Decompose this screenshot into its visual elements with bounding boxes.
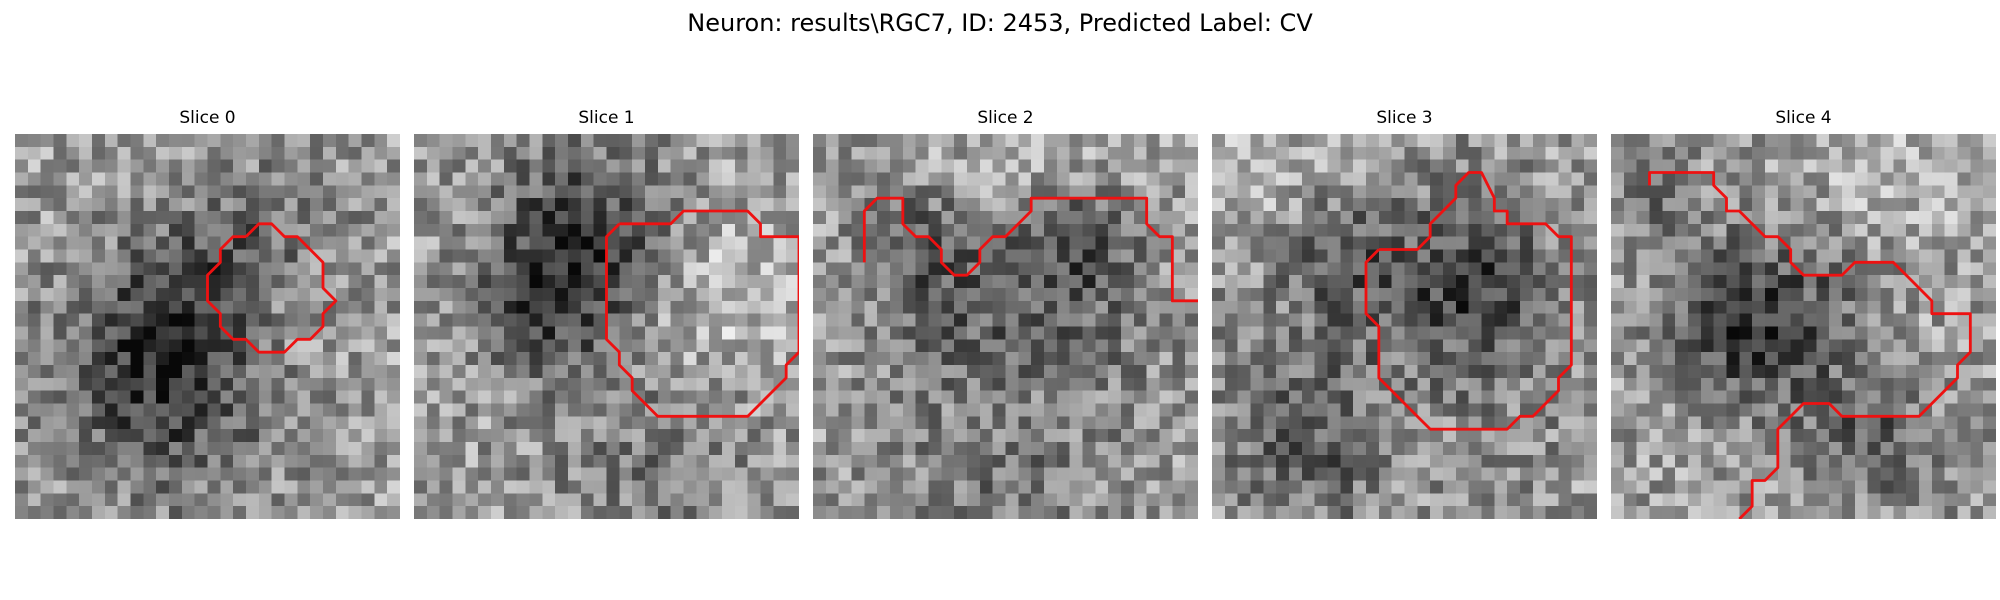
slice-title: Slice 0	[179, 108, 236, 128]
segmentation-contour	[862, 196, 1198, 303]
slice-title: Slice 4	[1775, 108, 1832, 128]
segmentation-contour	[206, 222, 338, 354]
segmentation-contour	[605, 209, 799, 418]
slice-title: Slice 1	[578, 108, 635, 128]
slice-image	[414, 134, 799, 519]
slice-panel-3: Slice 3	[1212, 106, 1597, 519]
slice-panel-1: Slice 1	[414, 106, 799, 519]
slice-title: Slice 3	[1376, 108, 1433, 128]
slice-panel-4: Slice 4	[1611, 106, 1996, 519]
slice-image	[1611, 134, 1996, 519]
slice-image	[813, 134, 1198, 519]
segmentation-contour	[1648, 171, 1972, 519]
slice-title: Slice 2	[977, 108, 1034, 128]
slice-panel-2: Slice 2	[813, 106, 1198, 519]
figure-title: Neuron: results\RGC7, ID: 2453, Predicte…	[687, 9, 1313, 37]
slice-image	[1212, 134, 1597, 519]
slice-image	[15, 134, 400, 519]
segmentation-contour	[1364, 171, 1573, 431]
slice-panel-0: Slice 0	[15, 106, 400, 519]
